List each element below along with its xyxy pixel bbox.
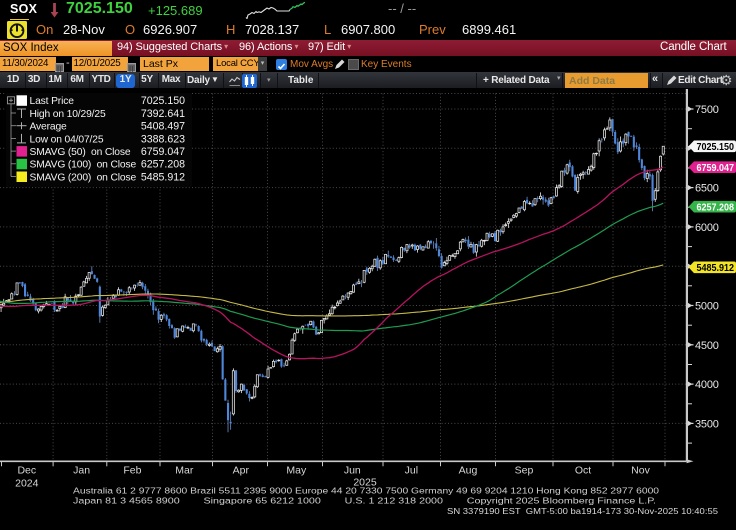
svg-text:3388.623: 3388.623 <box>141 133 185 145</box>
svg-text:Sep: Sep <box>515 465 534 477</box>
svg-text:5408.497: 5408.497 <box>141 121 185 133</box>
svg-text:Feb: Feb <box>123 465 141 477</box>
svg-text:5000: 5000 <box>695 301 719 313</box>
svg-text:6759.047: 6759.047 <box>141 146 185 158</box>
svg-text:6759.047: 6759.047 <box>697 163 735 174</box>
svg-text:Low on 04/07/25: Low on 04/07/25 <box>30 134 104 145</box>
svg-text:7500: 7500 <box>695 104 719 116</box>
svg-text:Dec: Dec <box>17 465 36 477</box>
svg-text:Oct: Oct <box>575 465 591 477</box>
svg-text:6500: 6500 <box>695 183 719 195</box>
svg-text:SMAVG (100) on Close: SMAVG (100) on Close <box>30 160 137 171</box>
svg-text:7025.150: 7025.150 <box>141 95 185 107</box>
svg-text:3500: 3500 <box>695 418 719 430</box>
svg-text:2024: 2024 <box>15 478 39 490</box>
svg-text:5485.912: 5485.912 <box>697 263 735 274</box>
svg-text:4500: 4500 <box>695 340 719 352</box>
svg-text:4000: 4000 <box>695 379 719 391</box>
svg-text:Jul: Jul <box>405 465 418 477</box>
svg-text:High on 10/29/25: High on 10/29/25 <box>30 109 106 120</box>
svg-text:SMAVG (50) on Close: SMAVG (50) on Close <box>30 147 131 158</box>
svg-text:Australia 61 2 9777 8600 Brazi: Australia 61 2 9777 8600 Brazil 5511 239… <box>73 486 659 496</box>
svg-text:7392.641: 7392.641 <box>141 108 185 120</box>
svg-text:6257.208: 6257.208 <box>697 202 735 213</box>
svg-text:Japan 81 3 4565 8900 Si: Japan 81 3 4565 8900 Singapore 65 6212 1… <box>73 496 656 506</box>
svg-text:May: May <box>286 465 307 477</box>
svg-text:Aug: Aug <box>459 465 478 477</box>
svg-text:Mar: Mar <box>175 465 194 477</box>
svg-text:Jun: Jun <box>344 465 361 477</box>
svg-text:6000: 6000 <box>695 222 719 234</box>
svg-text:2025: 2025 <box>353 477 377 489</box>
svg-text:Jan: Jan <box>73 465 90 477</box>
svg-text:5485.912: 5485.912 <box>141 171 185 183</box>
svg-text:Average: Average <box>30 122 68 133</box>
svg-text:SN 3379190 EST GMT-5:00 ba191: SN 3379190 EST GMT-5:00 ba1914-173 30-No… <box>447 506 718 516</box>
svg-text:SMAVG (200) on Close: SMAVG (200) on Close <box>30 172 137 183</box>
svg-text:Apr: Apr <box>233 465 250 477</box>
svg-text:Nov: Nov <box>631 465 650 477</box>
svg-text:7025.150: 7025.150 <box>697 142 735 153</box>
svg-text:Last Price: Last Price <box>30 96 75 107</box>
svg-text:6257.208: 6257.208 <box>141 159 185 171</box>
